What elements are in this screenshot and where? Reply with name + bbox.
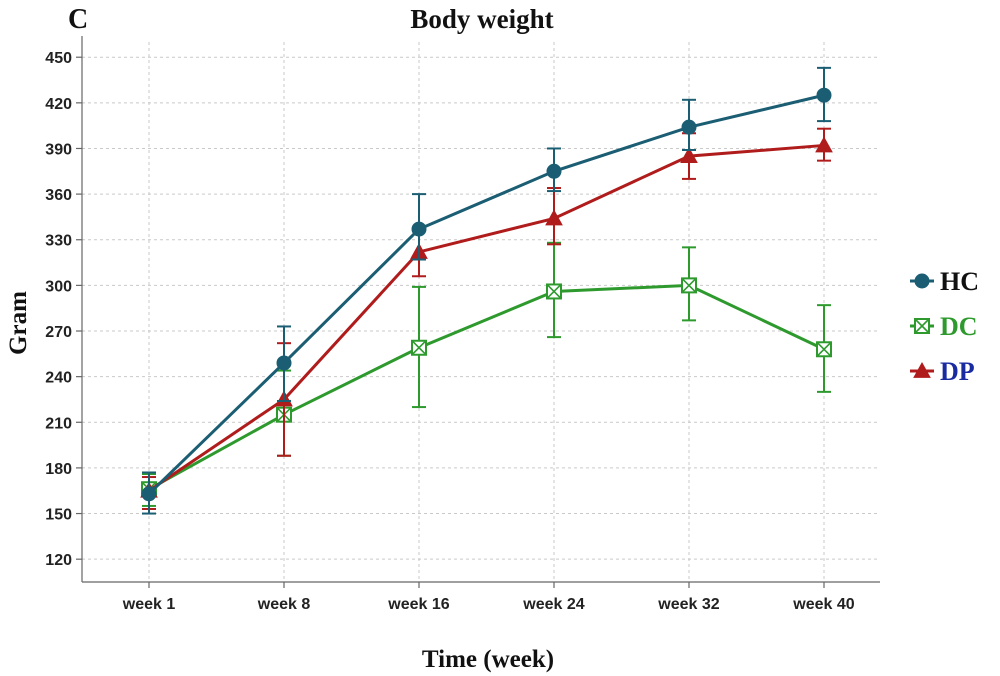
- y-tick-label: 240: [45, 370, 72, 387]
- x-tick-label: week 32: [657, 596, 719, 613]
- series-line-dp: [148, 143, 825, 492]
- y-tick-label: 180: [45, 461, 72, 478]
- data-point-hc: [411, 221, 427, 237]
- y-tick-label: 270: [45, 324, 72, 341]
- data-point-hc: [816, 87, 832, 103]
- x-tick-label: week 40: [792, 596, 854, 613]
- legend-label-dc: DC: [940, 312, 978, 341]
- plot-area: 120 150 180 210 240 270 300 330 360 390 420 450 week…: [45, 36, 880, 613]
- y-axis-label: Gram: [5, 291, 32, 355]
- series-line-dc: [148, 283, 825, 491]
- legend-item-dc: DC: [910, 312, 978, 341]
- legend-item-dp: DP: [910, 357, 975, 386]
- data-point-hc: [276, 355, 292, 371]
- y-tick-label: 450: [45, 50, 72, 67]
- data-point-dc: [681, 277, 697, 294]
- x-tick-label: week 8: [257, 596, 311, 613]
- data-point-dc: [411, 339, 427, 356]
- legend-marker-hc: [914, 273, 930, 289]
- y-tick-label: 150: [45, 507, 72, 524]
- legend-marker-dc: [914, 318, 930, 334]
- x-tick-label: week 16: [387, 596, 449, 613]
- series-dc: [141, 241, 832, 507]
- series-hc: [141, 66, 832, 515]
- data-point-hc: [546, 163, 562, 179]
- x-axis-label: Time (week): [422, 646, 554, 673]
- series-line-hc: [147, 93, 825, 495]
- x-tick-label: week 1: [122, 596, 176, 613]
- marker-cross: [816, 341, 832, 357]
- data-point-dp: [545, 209, 563, 226]
- marker-cross: [681, 277, 697, 293]
- legend: HC DC DP: [910, 267, 979, 386]
- marker-cross: [914, 318, 930, 334]
- legend-marker-dp: [913, 361, 931, 378]
- marker-cross: [411, 340, 427, 356]
- x-tick-label: week 24: [522, 596, 584, 613]
- panel-label: C: [68, 4, 88, 35]
- y-tick-label: 420: [45, 96, 72, 113]
- legend-label-hc: HC: [940, 267, 979, 296]
- data-point-dp: [680, 147, 698, 163]
- legend-label-dp: DP: [940, 357, 975, 386]
- data-point-dc: [546, 283, 562, 300]
- y-tick-label: 360: [45, 187, 72, 204]
- data-point-hc: [681, 119, 697, 135]
- y-tick-label: 330: [45, 233, 72, 250]
- y-tick-label: 120: [45, 552, 72, 569]
- legend-item-hc: HC: [910, 267, 979, 296]
- marker-cross: [546, 283, 562, 300]
- y-tick-label: 300: [45, 278, 72, 295]
- y-tick-label: 390: [45, 141, 72, 158]
- data-point-dp: [815, 136, 833, 153]
- data-point-dc: [816, 341, 832, 358]
- data-point-hc: [141, 486, 157, 502]
- y-tick-label: 210: [45, 415, 72, 432]
- chart-title: Body weight: [410, 4, 553, 34]
